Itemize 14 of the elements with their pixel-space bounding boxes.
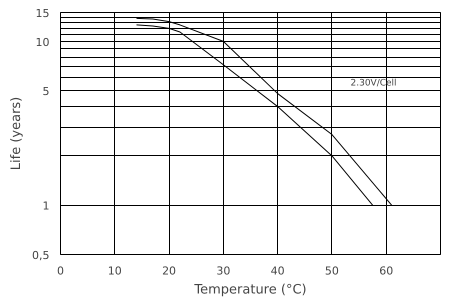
x-tick-label: 30: [216, 264, 230, 278]
x-axis-title: Temperature (°C): [193, 282, 307, 298]
x-tick-label: 40: [270, 264, 285, 278]
x-tick-label: 10: [108, 264, 122, 278]
y-tick-label: 15: [36, 7, 50, 20]
y-axis-title: Life (years): [9, 96, 24, 170]
x-tick-label: 20: [162, 264, 176, 278]
y-tick-label: 5: [42, 85, 50, 98]
x-tick-label: 60: [379, 264, 394, 278]
y-tick-label: 1: [42, 200, 50, 213]
y-tick-label: 0,5: [32, 249, 50, 262]
y-tick-label: 10: [36, 36, 50, 49]
x-tick-label: 0: [57, 264, 64, 278]
x-tick-label: 50: [324, 264, 339, 278]
